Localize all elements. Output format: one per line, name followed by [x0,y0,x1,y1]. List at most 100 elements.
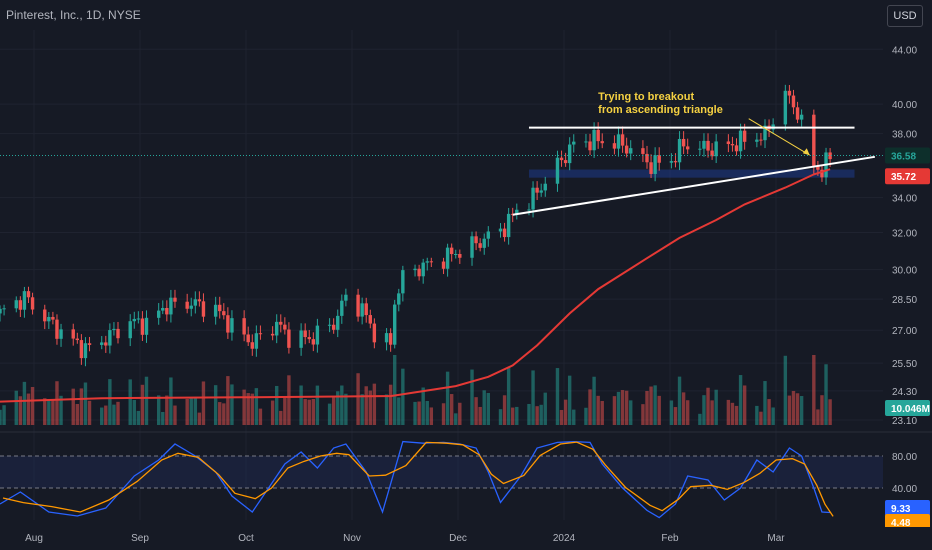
volume-bar [791,390,796,425]
candle-body [828,152,832,160]
volume-bar [673,407,678,425]
candle-body [242,318,246,335]
candle-body [397,293,401,305]
volume-bar [429,407,434,425]
candle-body [563,160,568,164]
volume-bar [197,412,202,425]
candle-body [799,114,804,120]
candle-body [677,138,682,163]
price-tick-label: 25.50 [892,359,917,370]
candle-body [417,268,421,277]
candle-body [26,291,31,298]
volume-bar [368,390,372,425]
volume-bar [169,377,173,425]
time-axis-label: Nov [343,533,361,544]
candle-body [425,261,429,263]
time-axis-label: Dec [449,533,467,544]
time-axis-label: Mar [767,533,785,544]
candle-body [230,318,234,333]
candle-body [698,148,702,150]
volume-bar [559,409,564,425]
candle-body [531,187,535,210]
candle-body [763,125,767,141]
volume-bar [726,399,731,425]
volume-bar [397,397,401,425]
time-axis-label: 2024 [553,533,576,544]
volume-bar [730,402,735,425]
candle-body [331,324,336,330]
volume-bar [812,355,816,425]
candle-body [506,213,511,238]
volume-bar [336,391,340,425]
volume-bar [230,384,234,425]
candle-body [791,95,796,108]
volume-bar [567,375,572,425]
candle-body [344,294,348,301]
candle-body [502,228,507,238]
candle-body [213,304,218,317]
volume-bar [87,400,92,425]
volume-bar [620,390,625,425]
candle-body [55,319,59,339]
candle-body [458,253,462,258]
candle-body [388,333,393,345]
candle-body [726,141,731,145]
candle-body [112,328,116,331]
candle-body [730,144,735,146]
volume-bar [515,406,519,425]
candle-body [449,247,454,255]
candle-body [584,141,588,143]
volume-bar [79,388,84,425]
candle-body [218,304,222,312]
volume-bar [132,400,136,425]
price-tick-label: 24.30 [892,387,917,398]
candle-body [356,294,360,317]
currency-button[interactable]: USD [887,5,923,27]
candle-body [104,342,108,346]
volume-bar [527,403,531,425]
volume-bar [136,410,141,425]
price-tick-label: 34.00 [892,194,917,205]
volume-bar [55,381,59,425]
volume-bar [649,386,653,425]
volume-bar [393,355,397,425]
volume-bar [669,400,674,425]
annotation-arrowhead [802,148,810,156]
candle-body [75,338,80,341]
candle-body [156,310,161,318]
volume-bar [454,413,458,425]
volume-bar [258,408,263,425]
stoch-k-badge-bg [885,500,930,516]
candle-body [653,155,657,174]
volume-bar [449,394,454,425]
volume-bar [763,381,767,425]
price-tick-label: 38.00 [892,130,917,141]
candle-body [470,236,474,258]
volume-bar [26,393,31,425]
volume-bar [250,393,254,425]
candle-body [527,209,531,211]
volume-bar [555,368,560,425]
volume-bar [511,407,515,425]
candle-body [0,308,2,314]
volume-bar [417,401,421,425]
volume-bar [108,379,112,425]
volume-bar [685,400,690,425]
volume-bar [588,389,592,425]
volume-bar [315,385,320,425]
volume-bar [441,403,446,425]
volume-bar [189,398,193,425]
volume-bar [816,409,820,425]
volume-bar [771,407,775,425]
candle-body [710,150,714,157]
volume-bar [112,404,116,425]
volume-bar [279,410,283,425]
candle-body [368,315,372,324]
volume-bar [185,398,189,425]
stoch-d-badge-bg [885,514,930,530]
volume-bar [327,403,332,425]
volume-bar [543,392,547,425]
volume-bar [421,387,425,425]
volume-bar [641,404,645,425]
